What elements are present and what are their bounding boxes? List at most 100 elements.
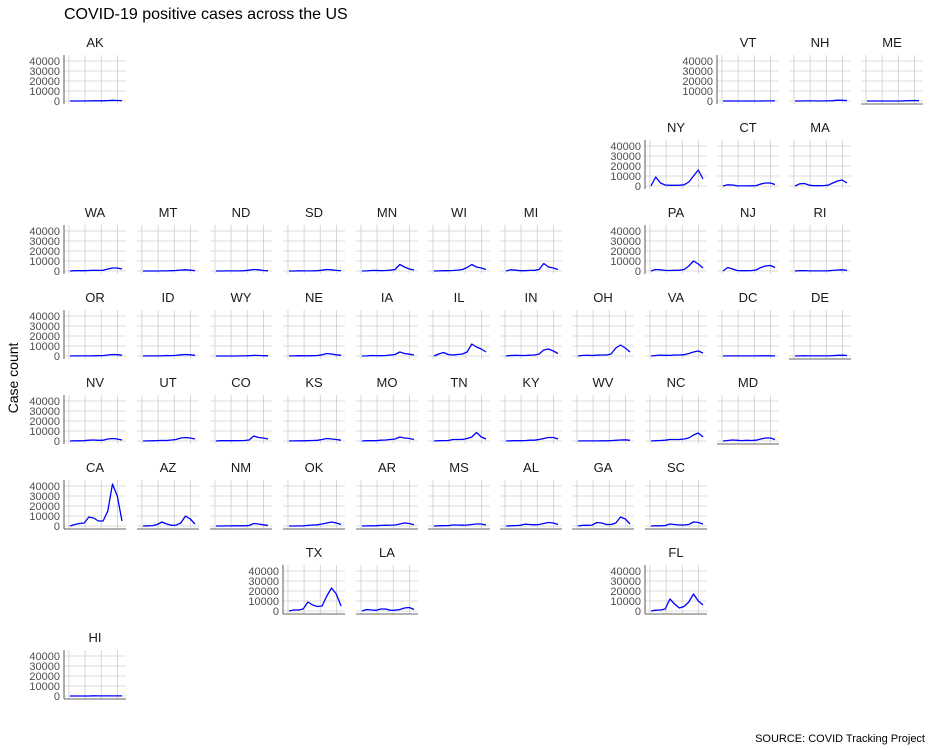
- panel-ct: CT: [717, 120, 779, 189]
- y-tick-label: 40000: [29, 651, 60, 663]
- panel-nj: NJ: [717, 205, 779, 274]
- series-line-or: [69, 353, 123, 357]
- y-tick-label: 20000: [29, 331, 60, 343]
- panel-label-me: ME: [882, 35, 902, 50]
- panel-ga: GA: [572, 460, 634, 530]
- series-line-mi: [505, 262, 559, 272]
- series-line-me: [867, 99, 920, 102]
- series-line-nd: [216, 268, 269, 272]
- series-line-mt: [143, 269, 196, 272]
- y-tick-label: 0: [54, 691, 60, 703]
- panel-label-oh: OH: [593, 290, 613, 305]
- y-tick-label: 10000: [610, 171, 641, 183]
- panel-label-hi: HI: [89, 630, 102, 645]
- panel-co: CO: [210, 375, 272, 444]
- y-tick-label: 40000: [29, 311, 60, 323]
- y-tick-label: 20000: [248, 586, 279, 598]
- y-tick-label: 0: [635, 606, 641, 618]
- y-tick-label: 30000: [610, 576, 641, 588]
- y-tick-label: 10000: [610, 256, 641, 268]
- panel-me: ME: [861, 35, 923, 105]
- panel-label-md: MD: [738, 375, 758, 390]
- panel-label-de: DE: [811, 290, 829, 305]
- panel-nd: ND: [210, 205, 272, 274]
- panel-label-wv: WV: [593, 375, 614, 390]
- panel-id: ID: [137, 290, 199, 359]
- panel-wy: WY: [210, 290, 272, 359]
- panel-ma: MA: [789, 120, 851, 189]
- series-line-wy: [216, 354, 269, 357]
- panel-label-ms: MS: [449, 460, 469, 475]
- panel-label-ok: OK: [305, 460, 324, 475]
- series-line-nh: [795, 99, 848, 102]
- series-line-id: [142, 353, 196, 357]
- y-tick-label: 20000: [682, 76, 713, 88]
- panel-label-pa: PA: [668, 205, 685, 220]
- y-tick-label: 30000: [610, 151, 641, 163]
- y-tick-label: 20000: [29, 501, 60, 513]
- series-line-wv: [577, 439, 631, 442]
- panel-label-nd: ND: [232, 205, 251, 220]
- panel-label-ri: RI: [814, 205, 827, 220]
- panel-ar: AR: [356, 460, 418, 530]
- y-tick-label: 10000: [29, 681, 60, 693]
- panel-label-co: CO: [231, 375, 251, 390]
- panel-sd: SD: [283, 205, 345, 274]
- series-line-ky: [505, 436, 559, 442]
- y-tick-label: 10000: [29, 256, 60, 268]
- y-tick-label: 40000: [29, 226, 60, 238]
- panel-label-ne: NE: [305, 290, 323, 305]
- panel-dc: DC: [717, 290, 779, 359]
- series-line-sd: [289, 268, 342, 272]
- panel-label-ks: KS: [305, 375, 323, 390]
- series-line-ri: [794, 269, 848, 272]
- series-line-ga: [577, 516, 631, 527]
- panel-va: VA: [645, 290, 707, 359]
- panel-ok: OK: [283, 460, 345, 530]
- series-line-nv: [69, 437, 123, 442]
- panel-ia: IA: [356, 290, 418, 359]
- panel-in: IN: [500, 290, 562, 359]
- y-tick-label: 40000: [29, 396, 60, 408]
- panel-label-mo: MO: [377, 375, 398, 390]
- y-tick-label: 20000: [610, 586, 641, 598]
- y-tick-label: 0: [54, 436, 60, 448]
- y-tick-label: 40000: [29, 481, 60, 493]
- y-tick-label: 0: [273, 606, 279, 618]
- series-line-mo: [361, 436, 415, 442]
- y-tick-label: 10000: [682, 86, 713, 98]
- y-tick-label: 10000: [248, 596, 279, 608]
- series-line-ok: [289, 521, 342, 527]
- y-tick-label: 0: [54, 351, 60, 363]
- series-line-wa: [69, 267, 123, 272]
- chart-title: COVID-19 positive cases across the US: [64, 6, 348, 23]
- series-line-fl: [650, 593, 704, 612]
- series-line-ca: [69, 483, 123, 527]
- series-line-nc: [650, 432, 704, 442]
- y-tick-label: 10000: [610, 596, 641, 608]
- y-tick-label: 30000: [248, 576, 279, 588]
- panel-label-ny: NY: [667, 120, 685, 135]
- y-tick-label: 20000: [29, 246, 60, 258]
- panel-az: AZ: [137, 460, 199, 530]
- panel-oh: OH: [572, 290, 634, 359]
- panel-label-sc: SC: [667, 460, 685, 475]
- panel-nm: NM: [210, 460, 272, 530]
- panel-label-tx: TX: [306, 545, 323, 560]
- panel-il: IL: [428, 290, 490, 359]
- series-line-nm: [216, 522, 269, 527]
- panel-label-nm: NM: [231, 460, 251, 475]
- panel-label-wy: WY: [231, 290, 252, 305]
- y-axis-label: Case count: [5, 342, 21, 413]
- y-tick-label: 20000: [29, 416, 60, 428]
- panel-mo: MO: [356, 375, 418, 444]
- series-line-ut: [142, 436, 196, 442]
- panel-label-ct: CT: [739, 120, 756, 135]
